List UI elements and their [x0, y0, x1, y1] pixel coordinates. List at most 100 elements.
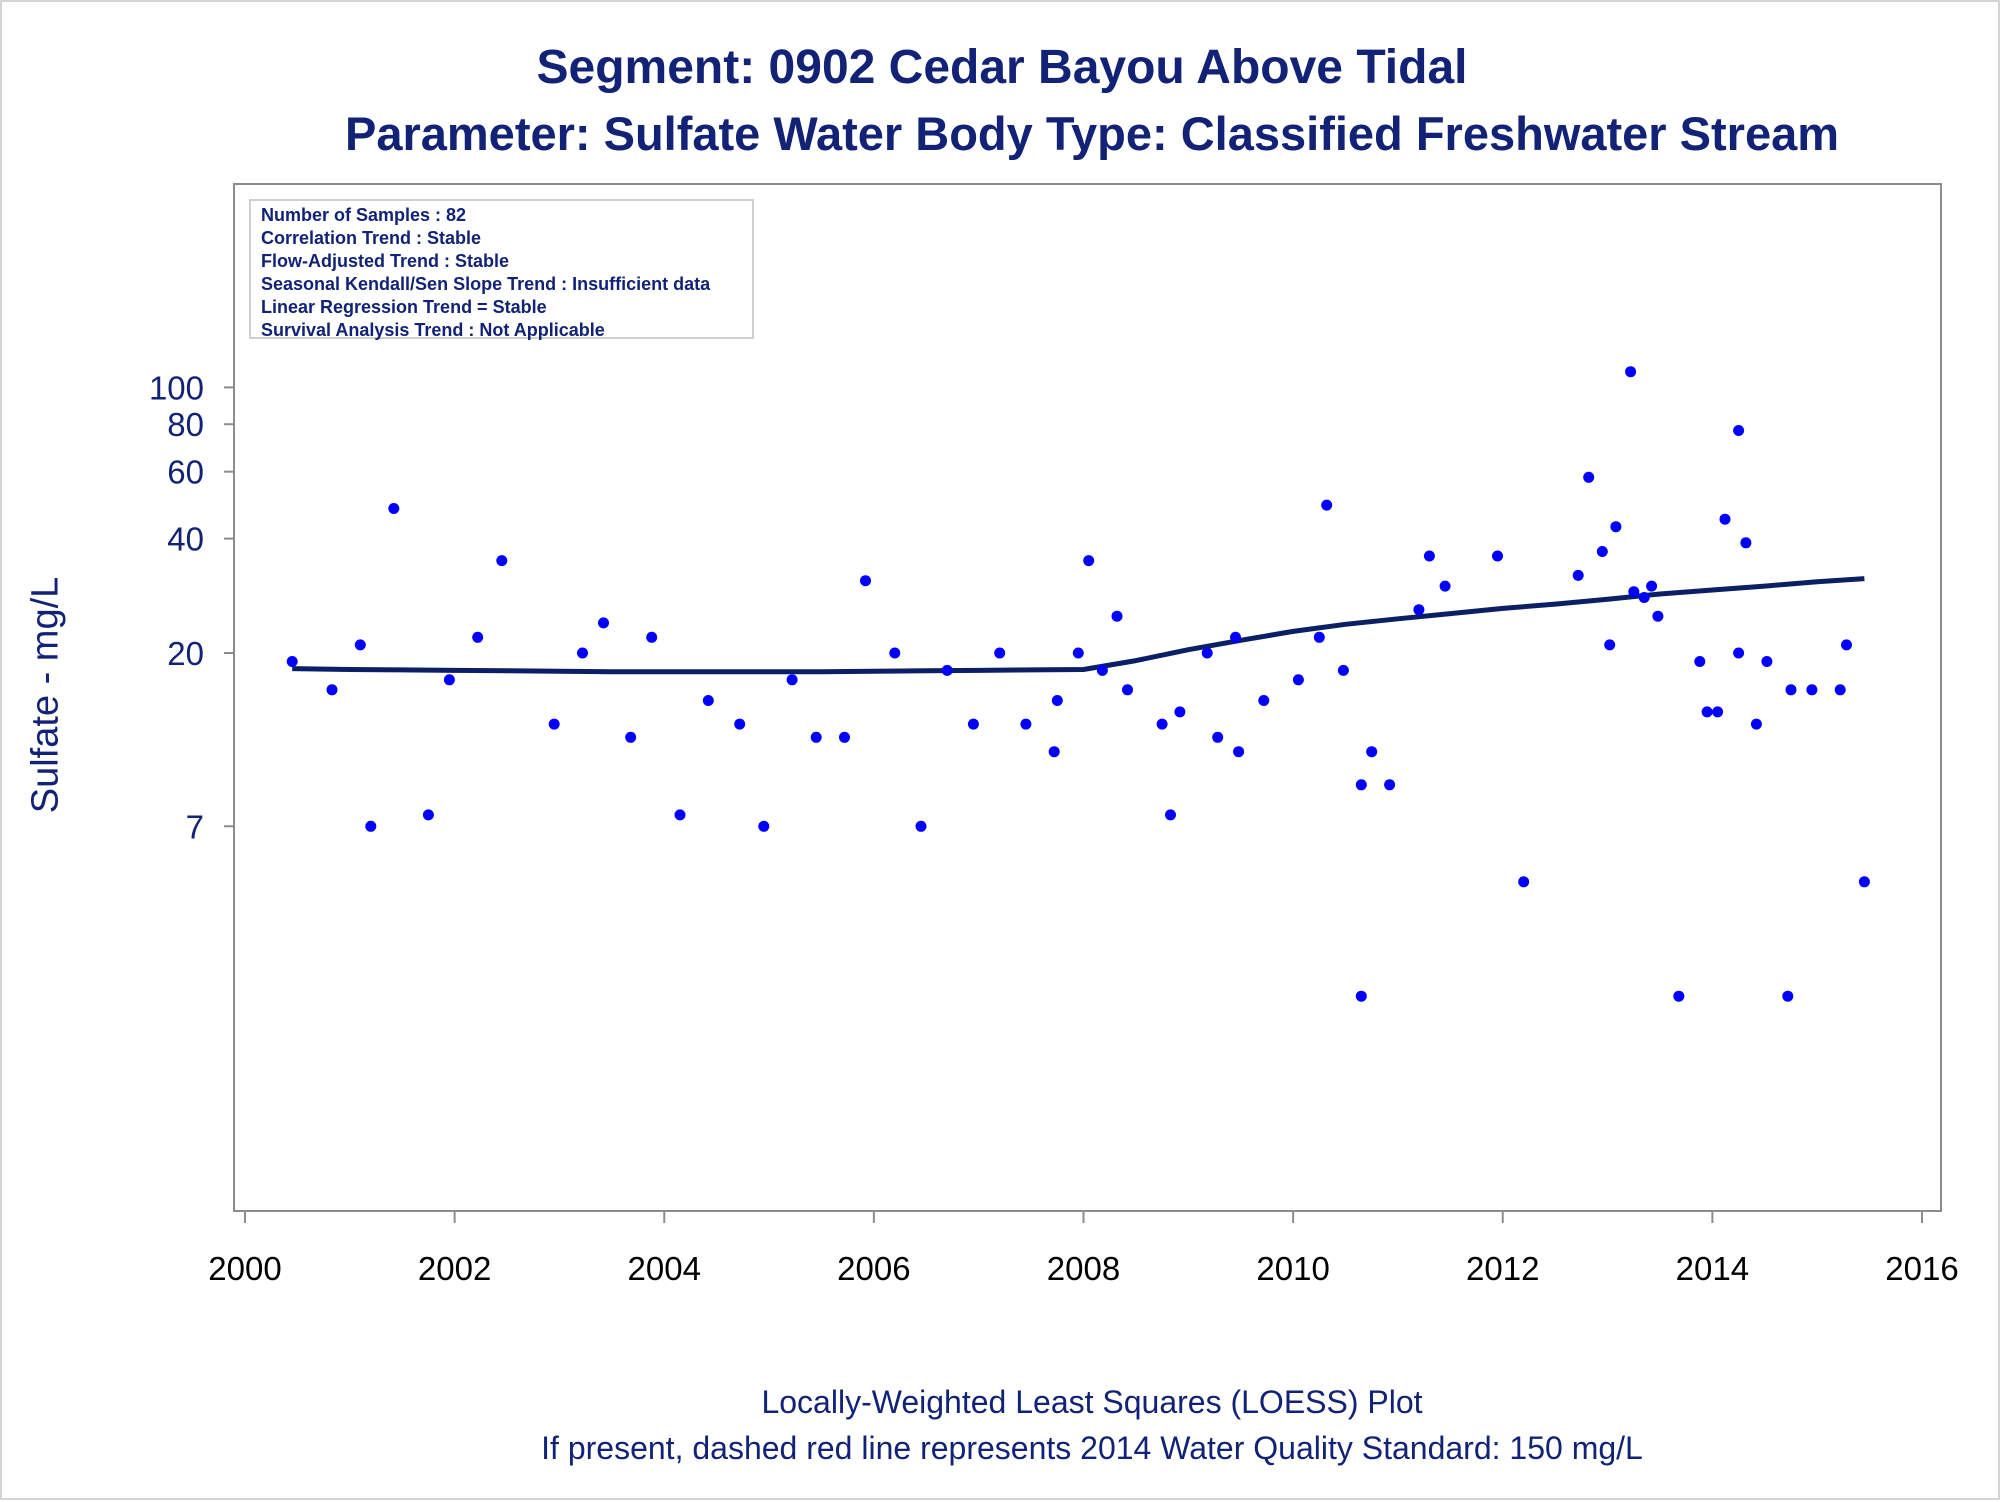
data-point: [1413, 604, 1425, 616]
data-point: [1122, 684, 1133, 696]
plot-area-border: [233, 183, 1942, 1212]
data-point: [758, 820, 770, 832]
data-points-layer: [286, 366, 1870, 1002]
data-point: [1733, 647, 1745, 659]
data-point: [994, 647, 1006, 659]
y-tick-label: 7: [186, 808, 204, 845]
x-axis: 2000 2002 2004 2006 2008 2010 2012 2014 2016: [208, 1211, 1959, 1287]
data-point: [1694, 656, 1706, 667]
data-point: [422, 809, 434, 821]
data-point: [1083, 555, 1095, 567]
data-point: [1096, 664, 1108, 676]
y-axis-label: Sulfate - mg/L: [24, 576, 67, 814]
data-point: [1719, 513, 1731, 525]
y-tick-label: 40: [167, 521, 204, 558]
data-point: [646, 631, 658, 643]
data-point: [1313, 631, 1325, 643]
data-point: [365, 820, 377, 832]
data-point: [1174, 706, 1186, 718]
data-point: [577, 647, 588, 659]
footnote-standard: If present, dashed red line represents 2…: [541, 1430, 1643, 1466]
data-point: [702, 695, 714, 706]
data-point: [1761, 656, 1773, 667]
data-point: [1572, 569, 1584, 581]
data-point: [1673, 990, 1685, 1002]
data-point: [1072, 647, 1084, 659]
data-point: [1020, 718, 1032, 730]
data-point: [598, 617, 609, 629]
loess-line-layer: [292, 576, 1865, 675]
data-point: [1628, 586, 1640, 598]
data-point: [326, 684, 338, 696]
data-point: [388, 503, 400, 514]
x-tick-label: 2000: [208, 1250, 281, 1287]
data-point: [1366, 746, 1378, 758]
data-point: [839, 731, 850, 743]
data-point: [1750, 718, 1762, 730]
data-point: [1858, 876, 1870, 888]
x-tick-label: 2014: [1676, 1250, 1749, 1287]
data-point: [1785, 684, 1797, 696]
data-point: [1337, 664, 1349, 676]
data-point: [915, 820, 927, 832]
y-tick-label: 60: [167, 454, 204, 491]
data-point: [1048, 746, 1060, 758]
x-tick-label: 2006: [837, 1250, 910, 1287]
data-point: [443, 674, 455, 686]
data-point: [496, 555, 508, 567]
data-point: [1841, 639, 1852, 651]
data-point: [1355, 990, 1367, 1002]
data-point: [1156, 718, 1168, 730]
data-point: [625, 731, 637, 743]
x-tick-label: 2016: [1885, 1250, 1958, 1287]
data-point: [1439, 580, 1451, 592]
data-point: [472, 631, 484, 643]
data-point: [1740, 537, 1752, 549]
data-point: [1834, 684, 1846, 696]
info-flow-adjusted-trend: Flow-Adjusted Trend : Stable: [261, 251, 510, 271]
data-point: [889, 647, 901, 659]
data-point: [941, 664, 953, 676]
data-point: [1423, 550, 1435, 562]
data-point: [286, 656, 298, 667]
data-point: [1583, 471, 1595, 483]
data-point: [548, 718, 560, 730]
data-point: [1165, 809, 1176, 821]
data-point: [1610, 521, 1622, 533]
data-point: [1230, 631, 1241, 643]
data-point: [1596, 546, 1608, 557]
x-tick-label: 2004: [628, 1250, 701, 1287]
data-point: [354, 639, 366, 651]
y-tick-label: 20: [167, 635, 204, 672]
x-tick-label: 2012: [1466, 1250, 1539, 1287]
data-point: [734, 718, 746, 730]
data-point: [1355, 779, 1367, 791]
data-point: [1051, 695, 1063, 706]
data-point: [1384, 779, 1396, 791]
data-point: [1604, 639, 1616, 651]
data-point: [1492, 550, 1503, 562]
data-point: [1733, 425, 1745, 436]
trend-info-box: Number of Samples : 82 Correlation Trend…: [249, 199, 754, 340]
data-point: [1625, 366, 1637, 378]
footnote-loess: Locally-Weighted Least Squares (LOESS) P…: [761, 1384, 1423, 1420]
info-correlation-trend: Correlation Trend : Stable: [261, 228, 482, 248]
data-point: [1782, 990, 1794, 1002]
info-survival-analysis-trend: Survival Analysis Trend : Not Applicable: [261, 320, 605, 340]
data-point: [1258, 695, 1270, 706]
y-tick-label: 100: [149, 369, 204, 406]
data-point: [1233, 746, 1245, 758]
data-point: [1638, 592, 1650, 603]
x-tick-label: 2010: [1256, 1250, 1329, 1287]
data-point: [1321, 499, 1333, 511]
data-point: [1518, 876, 1530, 888]
info-linear-regression-trend: Linear Regression Trend = Stable: [261, 297, 547, 317]
data-point: [1111, 610, 1123, 622]
data-point: [1212, 731, 1224, 743]
chart-subtitle: Parameter: Sulfate Water Body Type: Clas…: [344, 107, 1840, 160]
data-point: [674, 809, 686, 821]
data-point: [1646, 580, 1658, 592]
